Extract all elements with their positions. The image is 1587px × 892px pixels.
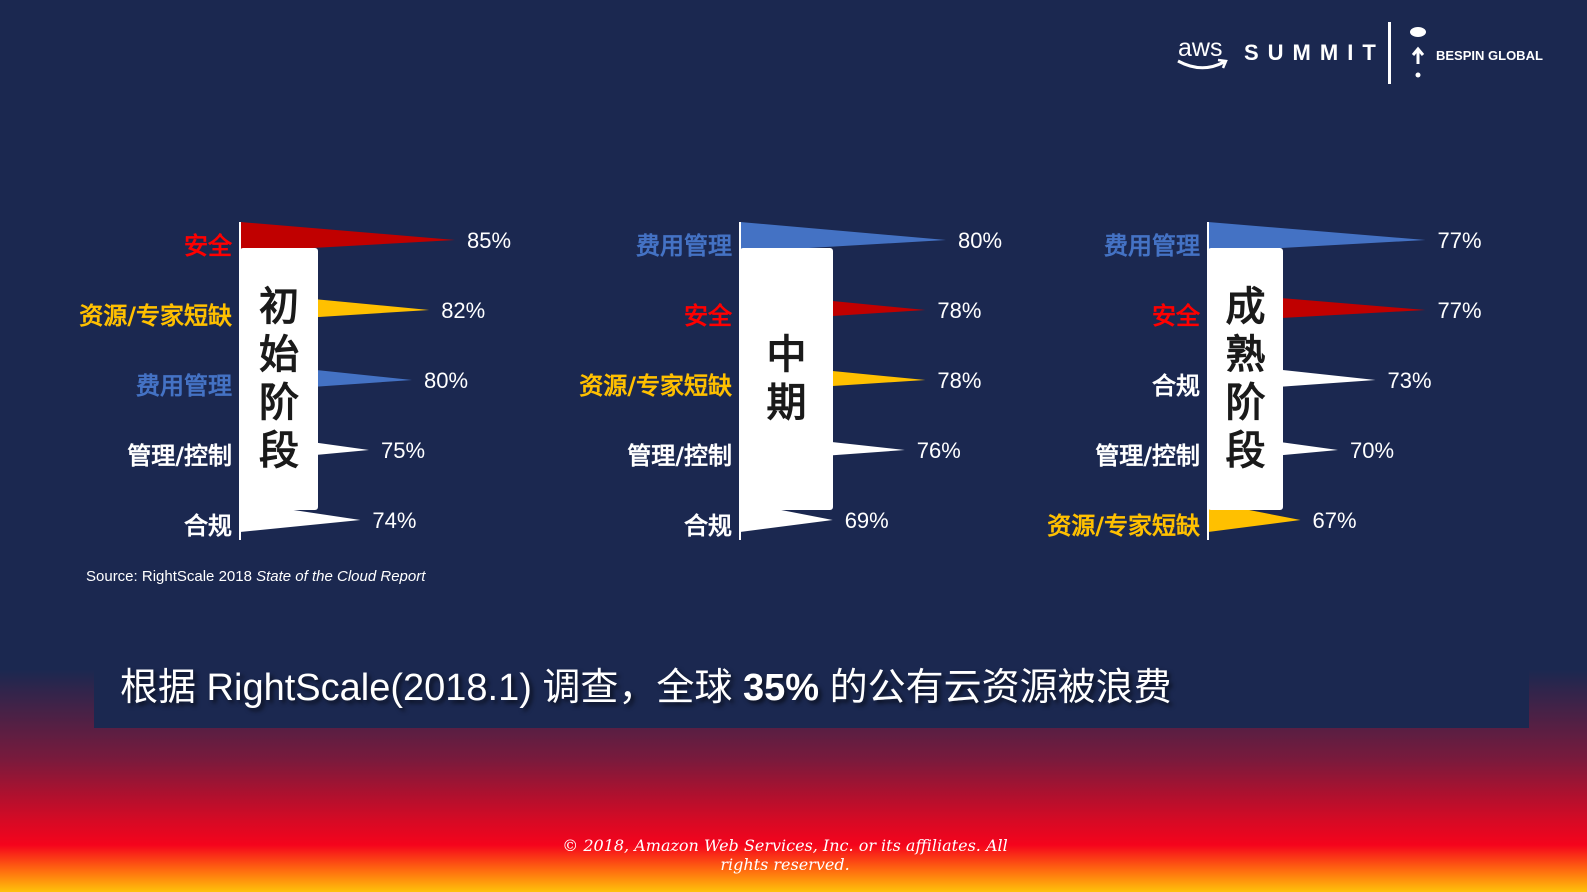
- category-label: 管理/控制: [627, 442, 732, 470]
- category-label: 安全: [1152, 302, 1201, 330]
- bar: [1208, 222, 1426, 252]
- stage-card: [1208, 248, 1283, 510]
- category-label: 管理/控制: [127, 442, 232, 470]
- category-label: 资源/专家短缺: [1047, 512, 1201, 540]
- category-label: 合规: [184, 512, 232, 540]
- stage-card: [740, 248, 833, 510]
- stage-label: 中期: [766, 332, 807, 426]
- source-prefix: Source: RightScale 2018: [86, 568, 257, 585]
- category-label: 管理/控制: [1095, 442, 1200, 470]
- value-label: 85%: [467, 228, 511, 253]
- aws-logo: aws: [1178, 34, 1223, 62]
- source-note: Source: RightScale 2018 State of the Clo…: [86, 568, 425, 585]
- banner-highlight: 35%: [742, 667, 820, 709]
- value-label: 78%: [937, 368, 981, 393]
- value-label: 80%: [958, 228, 1002, 253]
- bar: [740, 222, 946, 252]
- stage-label: 成熟阶段: [1225, 284, 1266, 474]
- category-label: 安全: [684, 302, 733, 330]
- category-label: 资源/专家短缺: [79, 302, 233, 330]
- category-label: 合规: [1152, 372, 1200, 400]
- value-label: 77%: [1438, 228, 1482, 253]
- category-label: 资源/专家短缺: [579, 372, 733, 400]
- category-label: 费用管理: [136, 372, 232, 400]
- value-label: 78%: [937, 298, 981, 323]
- value-label: 69%: [845, 508, 889, 533]
- aws-smile-icon: [1177, 58, 1228, 70]
- category-label: 合规: [684, 512, 732, 540]
- logo-divider: [1388, 22, 1391, 84]
- value-label: 82%: [441, 298, 485, 323]
- value-label: 67%: [1313, 508, 1357, 533]
- banner-headline: 根据 RightScale(2018.1) 调查，全球 35% 的公有云资源被浪…: [120, 656, 1172, 711]
- category-label: 费用管理: [1104, 232, 1200, 260]
- summit-logo: SUMMIT: [1244, 40, 1385, 65]
- value-label: 75%: [381, 438, 425, 463]
- bespin-global-logo: BESPIN GLOBAL: [1436, 48, 1543, 63]
- bar: [240, 222, 455, 252]
- banner-after: 的公有云资源被浪费: [819, 667, 1172, 709]
- value-label: 76%: [917, 438, 961, 463]
- banner-before: 根据 RightScale(2018.1) 调查，全球: [120, 667, 743, 709]
- source-title: State of the Cloud Report: [256, 568, 426, 585]
- copyright-notice: © 2018, Amazon Web Services, Inc. or its…: [562, 836, 1008, 874]
- value-label: 77%: [1438, 298, 1482, 323]
- stage-card-initial: 初始阶段: [240, 248, 318, 510]
- banner-box: [94, 640, 1529, 728]
- stage-card-mature: 成熟阶段: [1208, 248, 1283, 510]
- value-label: 80%: [424, 368, 468, 393]
- stage-card: [240, 248, 318, 510]
- stage-card-middle: 中期: [740, 248, 833, 510]
- category-label: 费用管理: [636, 232, 732, 260]
- bespin-logo-icon: [1410, 27, 1426, 78]
- stage-label: 初始阶段: [259, 284, 299, 474]
- value-label: 70%: [1350, 438, 1394, 463]
- value-label: 74%: [372, 508, 416, 533]
- value-label: 73%: [1388, 368, 1432, 393]
- category-label: 安全: [184, 232, 233, 260]
